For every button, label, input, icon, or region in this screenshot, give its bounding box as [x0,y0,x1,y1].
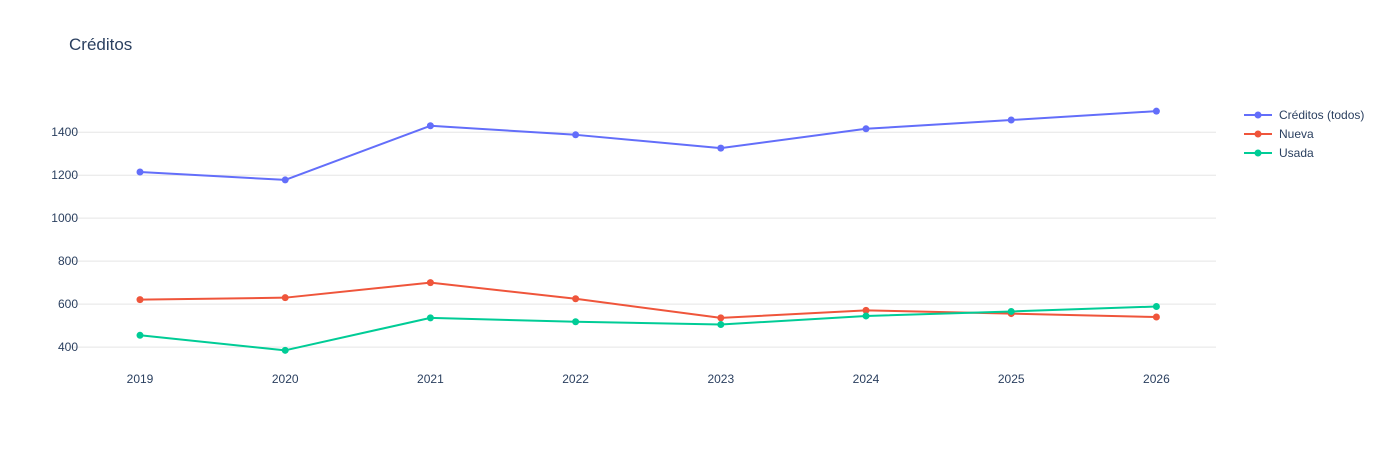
y-tick-label: 600 [58,297,78,311]
y-tick-label: 1400 [51,125,78,139]
data-point[interactable] [281,294,289,302]
data-point[interactable] [426,122,434,130]
legend-label: Créditos (todos) [1279,108,1364,122]
data-point[interactable] [1007,307,1015,315]
data-point[interactable] [426,279,434,287]
legend-swatch-marker [1254,111,1262,119]
x-tick-label: 2024 [853,372,880,386]
legend-label: Nueva [1279,127,1314,141]
y-tick-label: 800 [58,254,78,268]
x-tick-label: 2022 [562,372,589,386]
data-point[interactable] [717,314,725,322]
data-point[interactable] [1152,313,1160,321]
series-2[interactable] [136,279,1160,322]
series-layer [136,107,1160,354]
data-point[interactable] [862,312,870,320]
y-axis-ticks: 400 600 800 1000 1200 1400 [51,125,78,354]
data-point[interactable] [281,176,289,184]
data-point[interactable] [862,306,870,314]
legend-item-1[interactable]: Créditos (todos) [1244,108,1364,122]
data-point[interactable] [717,321,725,329]
series-line [139,110,1157,181]
chart-title: Créditos [69,35,132,54]
series-line [139,305,1157,352]
legend-item-3[interactable]: Usada [1244,146,1314,160]
legend[interactable]: Créditos (todos) Nueva Usada [1244,108,1364,160]
data-point[interactable] [136,331,144,339]
y-tick-label: 400 [58,340,78,354]
data-point[interactable] [281,346,289,354]
y-tick-label: 1000 [51,211,78,225]
x-tick-label: 2023 [707,372,734,386]
data-point[interactable] [572,318,580,326]
legend-swatch-marker [1254,130,1262,138]
data-point[interactable] [1152,107,1160,115]
data-point[interactable] [862,125,870,133]
x-tick-label: 2025 [998,372,1025,386]
legend-item-2[interactable]: Nueva [1244,127,1314,141]
series-1[interactable] [136,107,1160,184]
data-point[interactable] [136,168,144,176]
data-point[interactable] [1007,116,1015,124]
data-point[interactable] [136,296,144,304]
data-point[interactable] [426,314,434,322]
series-3[interactable] [136,302,1160,354]
data-point[interactable] [572,131,580,139]
data-point[interactable] [572,295,580,303]
data-point[interactable] [717,144,725,152]
x-tick-label: 2021 [417,372,444,386]
y-tick-label: 1200 [51,168,78,182]
grid-lines [69,131,1216,348]
data-point[interactable] [1152,302,1160,310]
x-tick-label: 2019 [127,372,154,386]
legend-swatch-marker [1254,149,1262,157]
x-axis-ticks: 2019 2020 2021 2022 2023 2024 2025 2026 [127,372,1170,386]
x-tick-label: 2020 [272,372,299,386]
x-tick-label: 2026 [1143,372,1170,386]
legend-label: Usada [1279,146,1314,160]
